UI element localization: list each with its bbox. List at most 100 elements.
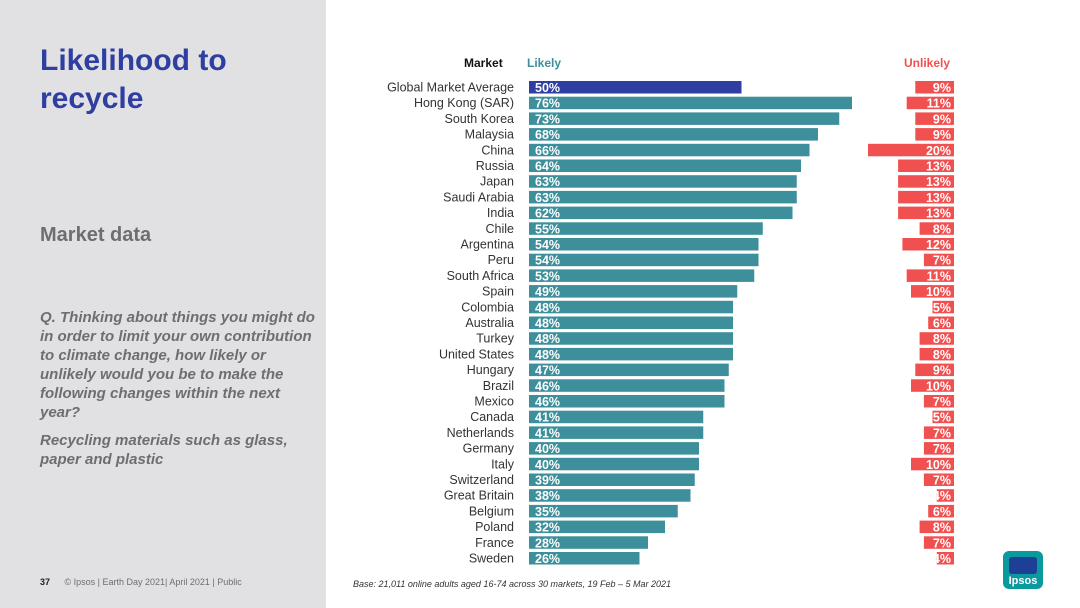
likely-bar <box>529 206 793 220</box>
category-label: Peru <box>488 253 514 267</box>
likely-bar <box>529 112 840 125</box>
category-label: Poland <box>475 520 514 534</box>
likely-bar <box>529 96 852 110</box>
unlikely-value-label: 4% <box>933 489 951 503</box>
unlikely-bar <box>898 206 954 220</box>
unlikely-value-label: 11% <box>927 97 951 111</box>
unlikely-value-label: 9% <box>933 81 951 95</box>
category-label: India <box>487 206 514 220</box>
likely-value-label: 40% <box>535 442 560 456</box>
unlikely-bar <box>919 332 954 345</box>
unlikely-bar <box>898 190 954 204</box>
category-label: Turkey <box>476 332 514 346</box>
unlikely-value-label: 5% <box>933 411 951 425</box>
unlikely-bar <box>898 175 954 188</box>
unlikely-value-label: 13% <box>926 191 951 205</box>
likely-bar <box>529 222 763 235</box>
category-label: Mexico <box>474 395 514 409</box>
unlikely-value-label: 7% <box>933 442 951 456</box>
unlikely-value-label: 7% <box>933 254 951 268</box>
likely-bar <box>529 536 648 549</box>
likely-value-label: 39% <box>535 474 560 488</box>
category-label: Spain <box>482 285 514 299</box>
likely-value-label: 76% <box>535 97 560 111</box>
unlikely-value-label: 10% <box>926 285 951 299</box>
likely-bar <box>529 347 733 361</box>
likely-bar <box>529 363 729 377</box>
category-label: Malaysia <box>465 128 514 142</box>
category-label: Australia <box>465 316 514 330</box>
likely-value-label: 46% <box>535 395 560 409</box>
category-label: Chile <box>486 222 515 236</box>
unlikely-value-label: 6% <box>933 505 951 519</box>
likely-bar <box>529 238 759 251</box>
unlikely-bar <box>923 536 954 549</box>
category-label: Belgium <box>469 504 514 518</box>
unlikely-value-label: 20% <box>926 144 951 158</box>
likely-value-label: 28% <box>535 536 560 550</box>
category-label: South Korea <box>445 112 515 126</box>
likely-value-label: 73% <box>535 112 560 126</box>
likely-bar <box>529 190 797 204</box>
unlikely-value-label: 4% <box>933 552 951 566</box>
unlikely-value-label: 8% <box>933 348 951 362</box>
unlikely-bar <box>923 426 954 439</box>
likely-value-label: 50% <box>535 81 560 95</box>
unlikely-value-label: 10% <box>926 379 951 393</box>
category-label: United States <box>439 347 514 361</box>
likely-bar <box>529 269 755 282</box>
likely-value-label: 63% <box>535 191 560 205</box>
likely-value-label: 54% <box>535 238 560 252</box>
category-label: Canada <box>470 410 514 424</box>
likely-bar <box>529 520 665 534</box>
likely-value-label: 46% <box>535 379 560 393</box>
likely-bar <box>529 285 738 298</box>
unlikely-value-label: 11% <box>927 269 951 283</box>
ipsos-logo: Ipsos <box>1003 551 1043 589</box>
likely-bar <box>529 81 742 94</box>
likely-value-label: 48% <box>535 348 560 362</box>
likely-value-label: 54% <box>535 254 560 268</box>
unlikely-bar <box>915 81 954 94</box>
likely-value-label: 47% <box>535 364 560 378</box>
footer: 37 © Ipsos | Earth Day 2021| April 2021 … <box>40 577 242 587</box>
category-label: Switzerland <box>449 473 514 487</box>
unlikely-value-label: 8% <box>933 521 951 535</box>
logo-text: Ipsos <box>1008 575 1038 587</box>
likely-value-label: 55% <box>535 222 560 236</box>
likely-value-label: 41% <box>535 426 560 440</box>
category-label: Argentina <box>460 238 514 252</box>
unlikely-value-label: 8% <box>933 222 951 236</box>
likely-bar <box>529 442 699 455</box>
unlikely-bar <box>898 159 954 172</box>
question-text: Q. Thinking about things you might do in… <box>40 309 315 421</box>
unlikely-bar <box>911 457 954 471</box>
category-label: Great Britain <box>444 489 514 503</box>
category-label: South Africa <box>447 269 514 283</box>
likely-value-label: 41% <box>535 411 560 425</box>
category-label: Brazil <box>483 379 514 393</box>
unlikely-bar <box>932 410 954 424</box>
unlikely-bar <box>919 520 954 534</box>
likely-value-label: 53% <box>535 269 560 283</box>
likely-value-label: 49% <box>535 285 560 299</box>
unlikely-bar <box>923 395 954 408</box>
unlikely-value-label: 8% <box>933 332 951 346</box>
unlikely-header: Unlikely <box>904 56 951 70</box>
category-label: Sweden <box>469 552 514 566</box>
likely-bar <box>529 175 797 188</box>
category-label: Hungary <box>467 363 515 377</box>
likely-value-label: 48% <box>535 332 560 346</box>
unlikely-bar <box>911 379 954 392</box>
unlikely-bar <box>932 300 954 314</box>
unlikely-bar <box>923 253 954 267</box>
unlikely-bar <box>906 269 954 282</box>
unlikely-value-label: 7% <box>933 395 951 409</box>
likely-header: Likely <box>527 56 562 70</box>
likely-bar <box>529 504 678 518</box>
unlikely-value-label: 13% <box>926 207 951 221</box>
unlikely-bar <box>868 143 954 157</box>
category-label: Global Market Average <box>387 81 514 95</box>
likely-bar <box>529 457 699 471</box>
likely-value-label: 64% <box>535 160 560 174</box>
